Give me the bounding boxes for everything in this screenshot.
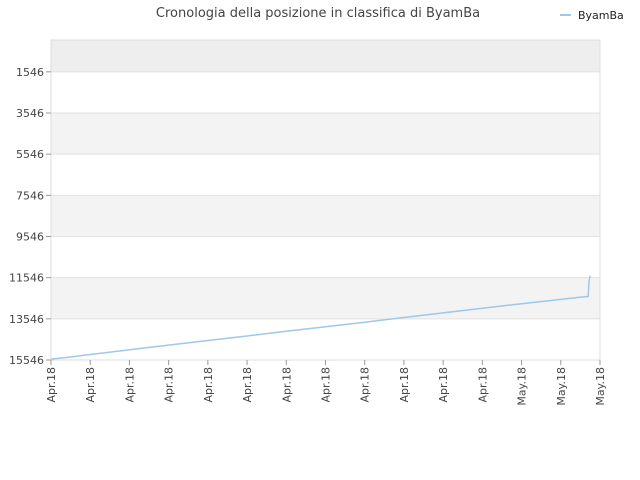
x-tick-label: Apr.18 xyxy=(45,367,58,403)
x-tick-label: Apr.18 xyxy=(476,367,489,403)
y-tick-label: 3546 xyxy=(16,107,44,120)
x-tick-label: May.18 xyxy=(516,367,529,406)
chart-title: Cronologia della posizione in classifica… xyxy=(156,6,480,21)
x-tick-label: Apr.18 xyxy=(359,367,372,403)
y-tick-label: 11546 xyxy=(9,272,44,285)
x-tick-label: Apr.18 xyxy=(123,367,136,403)
y-tick-label: 1546 xyxy=(16,66,44,79)
x-tick-label: Apr.18 xyxy=(163,367,176,403)
x-tick-label: Apr.18 xyxy=(202,367,215,403)
y-tick-label: 9546 xyxy=(16,230,44,243)
x-tick-label: May.18 xyxy=(555,367,568,406)
plot-bands xyxy=(51,40,600,319)
x-tick-label: Apr.18 xyxy=(398,367,411,403)
plot-band xyxy=(51,40,600,72)
x-axis: Apr.18 Apr.18 Apr.18 Apr.18 Apr.18 Apr.18 Apr.… xyxy=(45,360,607,406)
legend: ByamBa xyxy=(560,9,624,22)
x-tick-label: Apr.18 xyxy=(280,367,293,403)
x-tick-label: Apr.18 xyxy=(84,367,97,403)
x-tick-label: May.18 xyxy=(594,367,607,406)
y-tick-label: 7546 xyxy=(16,189,44,202)
plot-band xyxy=(51,195,600,237)
plot-band xyxy=(51,112,600,155)
legend-label-byamba: ByamBa xyxy=(578,9,624,22)
x-tick-label: Apr.18 xyxy=(320,367,333,403)
y-axis: 1546 3546 5546 7546 9546 11546 13546 15546 xyxy=(9,66,51,367)
series-line-byamba xyxy=(50,275,591,360)
y-tick-label: 15546 xyxy=(9,354,44,367)
y-tick-label: 5546 xyxy=(16,148,44,161)
series-layer xyxy=(50,275,591,360)
y-tick-label: 13546 xyxy=(9,313,44,326)
plot-band xyxy=(51,277,600,319)
x-tick-label: Apr.18 xyxy=(241,367,254,403)
x-tick-label: Apr.18 xyxy=(437,367,450,403)
